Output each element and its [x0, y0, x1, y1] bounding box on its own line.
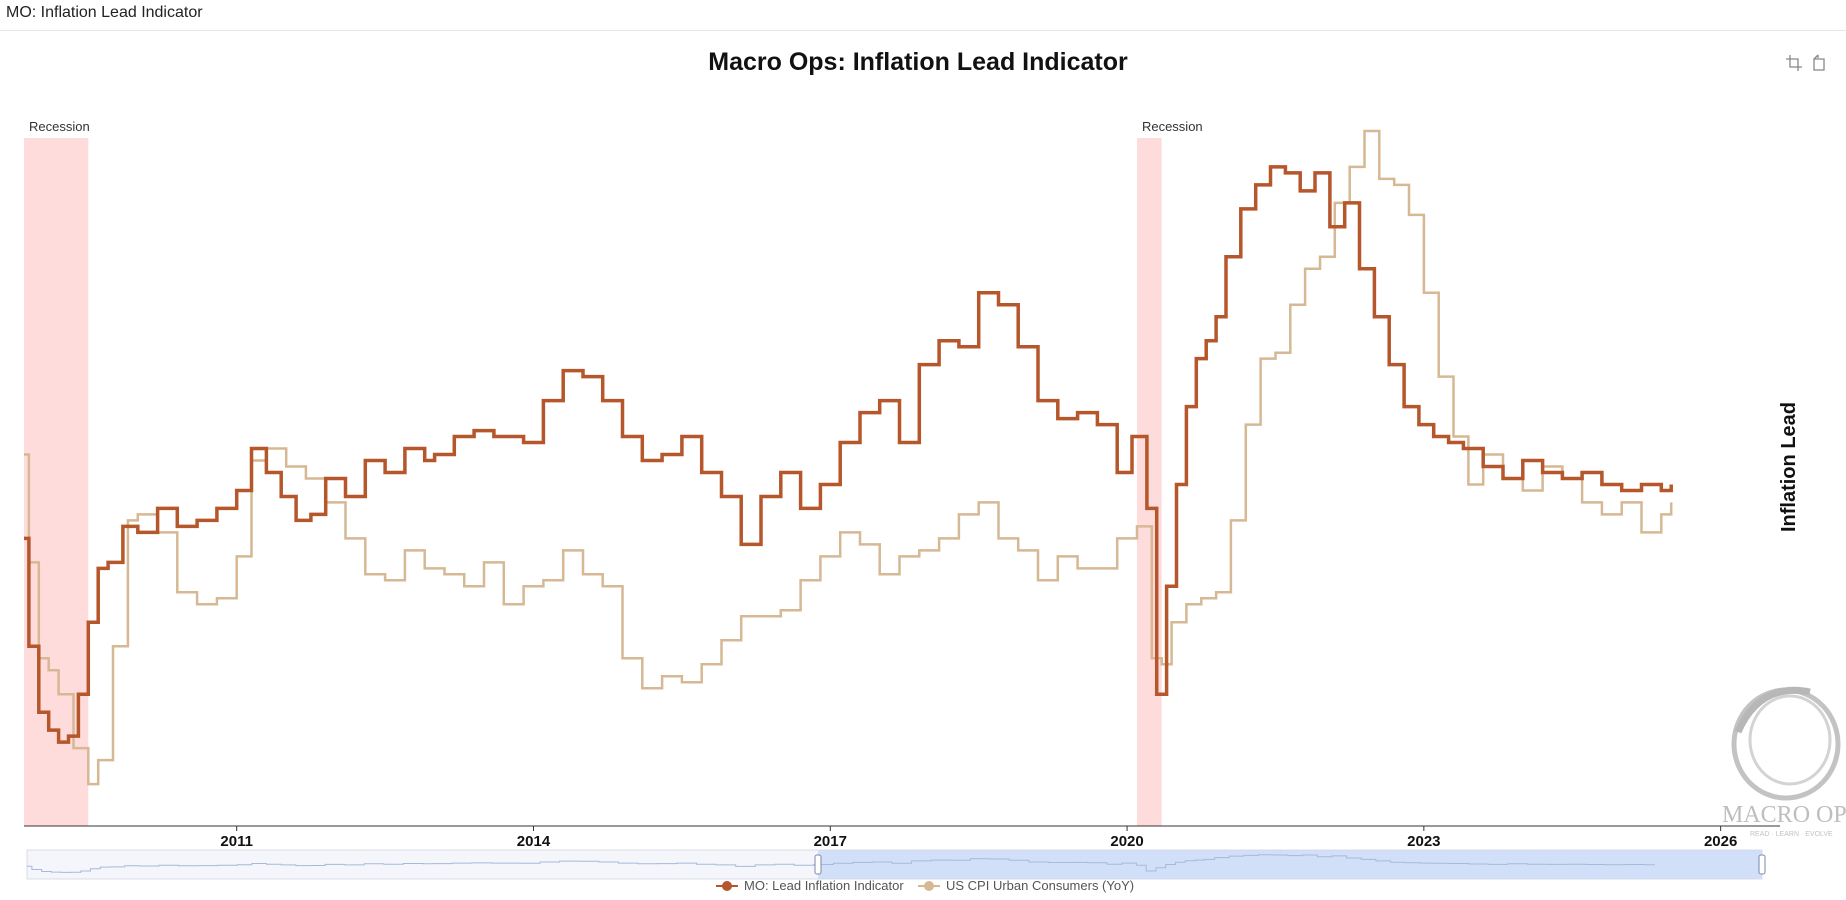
recession-label: Recession — [29, 119, 90, 134]
legend-label-cpi: US CPI Urban Consumers (YoY) — [946, 878, 1134, 893]
x-tick-label: 2014 — [517, 833, 551, 850]
recession-bands: Recession Recession — [24, 119, 1203, 826]
recession-band — [1136, 138, 1162, 826]
legend-item-cpi[interactable]: US CPI Urban Consumers (YoY) — [918, 878, 1134, 893]
watermark: MACRO OPS READ · LEARN · EVOLVE — [1722, 686, 1846, 838]
logo-swirl-icon — [1731, 686, 1841, 801]
toolbox — [1786, 54, 1825, 71]
x-axis: 2011 2014 2017 2020 2023 2026 — [220, 826, 1737, 850]
x-tick-label: 2017 — [814, 833, 847, 850]
y-axis-title: Inflation Lead — [1778, 402, 1800, 532]
slider-preview-line — [27, 854, 1655, 873]
legend-item-lead[interactable]: MO: Lead Inflation Indicator — [716, 878, 904, 893]
series-lead-line — [24, 165, 1673, 744]
legend-label-lead: MO: Lead Inflation Indicator — [744, 878, 904, 893]
series-cpi-line — [24, 129, 1673, 786]
x-tick-label: 2023 — [1407, 833, 1440, 850]
x-tick-label: 2011 — [220, 833, 253, 850]
legend-marker-lead — [722, 881, 732, 891]
data-zoom-slider[interactable] — [26, 849, 1766, 880]
x-tick-label: 2026 — [1704, 833, 1737, 850]
zoom-reset-icon[interactable] — [1813, 54, 1825, 71]
slider-handle-right[interactable] — [1758, 854, 1766, 875]
zoom-select-icon[interactable] — [1786, 55, 1802, 71]
recession-label: Recession — [1142, 119, 1203, 134]
title-bar: MO: Inflation Lead Indicator — [0, 0, 1846, 31]
watermark-text: MACRO OPS — [1722, 802, 1846, 828]
window-title: MO: Inflation Lead Indicator — [6, 4, 203, 21]
x-tick-label: 2020 — [1110, 833, 1143, 850]
legend: MO: Lead Inflation Indicator US CPI Urba… — [716, 878, 1134, 893]
watermark-tagline: READ · LEARN · EVOLVE — [1750, 831, 1833, 838]
chart-canvas[interactable]: Macro Ops: Inflation Lead Indicator Rece… — [0, 32, 1846, 900]
slider-handle-left[interactable] — [814, 854, 822, 875]
plot-lines — [24, 129, 1673, 786]
chart-title: Macro Ops: Inflation Lead Indicator — [708, 48, 1128, 76]
legend-marker-cpi — [924, 881, 934, 891]
